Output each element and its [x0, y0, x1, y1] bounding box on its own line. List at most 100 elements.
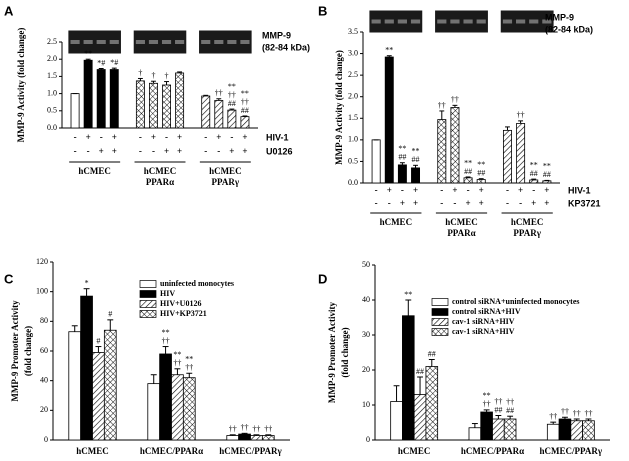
significance-mark: ##	[506, 406, 514, 415]
significance-mark: ††	[215, 89, 223, 98]
blot-band	[463, 19, 473, 24]
legend-swatch	[139, 310, 157, 318]
significance-mark: ††	[451, 95, 459, 104]
blot-band	[161, 40, 172, 44]
bar	[570, 420, 583, 441]
legend-swatch	[431, 308, 449, 316]
bar	[149, 82, 158, 129]
significance-mark: ##	[241, 106, 249, 115]
error-bar	[111, 67, 117, 70]
blot-band	[529, 19, 539, 24]
significance-mark: ##	[494, 405, 502, 414]
x-tick-label: hCMEC/PPARγ	[219, 446, 282, 456]
significance-mark: *	[85, 279, 89, 288]
condition-sign: +	[242, 132, 247, 142]
condition-sign: -	[506, 198, 509, 208]
blot-band	[397, 19, 407, 24]
condition-sign: +	[452, 185, 457, 195]
bar	[159, 353, 172, 441]
blot-band	[437, 19, 447, 24]
error-bar	[495, 415, 502, 419]
y-axis-label: (fold change)	[340, 327, 350, 377]
significance-mark: ##	[543, 170, 551, 179]
bar	[371, 139, 381, 184]
bar	[411, 167, 421, 184]
group-label: PPARα	[447, 228, 475, 238]
condition-sign: -	[165, 132, 168, 142]
blot-label: (82-84 kDa)	[262, 42, 310, 52]
condition-sign: +	[242, 146, 247, 156]
bar	[476, 179, 486, 184]
error-bar	[216, 98, 222, 101]
significance-mark: **	[483, 391, 491, 400]
error-bar	[229, 108, 235, 111]
legend-swatch	[431, 328, 449, 336]
y-tick-label: 30	[362, 330, 370, 339]
condition-sign: +	[151, 132, 156, 142]
y-tick-label: 0.5	[47, 106, 57, 115]
y-tick-label: 100	[36, 286, 48, 295]
y-tick-label: 0.5	[348, 156, 358, 165]
error-bar	[417, 376, 423, 395]
bar	[463, 177, 473, 184]
condition-name: KP3721	[568, 198, 601, 208]
y-axis-label: MMP-9 Promoter Activity	[327, 301, 337, 403]
error-bar	[265, 434, 272, 436]
significance-mark: ††	[241, 97, 249, 106]
condition-sign: +	[164, 146, 169, 156]
condition-sign: +	[112, 146, 117, 156]
condition-sign: -	[139, 146, 142, 156]
error-bar	[413, 164, 418, 168]
bar	[240, 116, 250, 129]
significance-mark: †	[165, 71, 169, 80]
condition-sign: +	[177, 146, 182, 156]
significance-mark: **	[385, 46, 393, 55]
significance-mark: ##	[412, 155, 420, 164]
significance-mark: **	[464, 158, 472, 167]
y-tick-label: 2.0	[348, 92, 358, 101]
condition-sign: -	[440, 198, 443, 208]
legend-swatch	[431, 318, 449, 326]
significance-mark: ††	[483, 400, 491, 409]
bar	[92, 352, 105, 441]
y-tick-label: 40	[40, 375, 48, 384]
condition-sign: -	[532, 185, 535, 195]
condition-sign: +	[177, 132, 182, 142]
bar	[103, 329, 117, 441]
bar	[384, 56, 394, 184]
blot-image	[368, 9, 424, 34]
bar	[227, 109, 237, 129]
blot-band	[450, 19, 460, 24]
blot-band	[175, 40, 185, 44]
y-tick-label: 2.5	[348, 70, 358, 79]
significance-mark: ††	[517, 111, 525, 120]
y-tick-label: 2.0	[47, 54, 57, 63]
bar	[425, 366, 439, 441]
significance-mark: *#	[97, 58, 105, 67]
bar	[437, 119, 447, 184]
y-tick-label: 1.0	[47, 88, 57, 97]
group-label: hCMEC	[144, 166, 177, 176]
condition-sign: +	[216, 132, 221, 142]
blot-band	[70, 40, 80, 44]
condition-sign: -	[204, 132, 207, 142]
significance-mark: †	[138, 68, 142, 77]
condition-sign: +	[229, 146, 234, 156]
blot-label: (82-84 kDa)	[545, 24, 593, 34]
error-bar	[386, 55, 392, 58]
blot-image	[434, 9, 489, 34]
blot-band	[516, 19, 526, 24]
condition-sign: +	[544, 185, 549, 195]
bar	[390, 401, 403, 441]
significance-mark: ††	[438, 101, 446, 110]
legend-label: cav-1 siRNA+HIV	[452, 317, 515, 326]
condition-sign: +	[99, 146, 104, 156]
blot-label: MMP-9	[262, 30, 291, 40]
significance-mark: **	[241, 89, 249, 98]
error-bar	[253, 434, 260, 436]
y-tick-label: 1.5	[47, 71, 57, 80]
condition-sign: -	[87, 146, 90, 156]
y-tick-label: 80	[40, 316, 48, 325]
significance-mark: ††	[162, 336, 170, 345]
y-tick-label: 50	[362, 260, 370, 269]
